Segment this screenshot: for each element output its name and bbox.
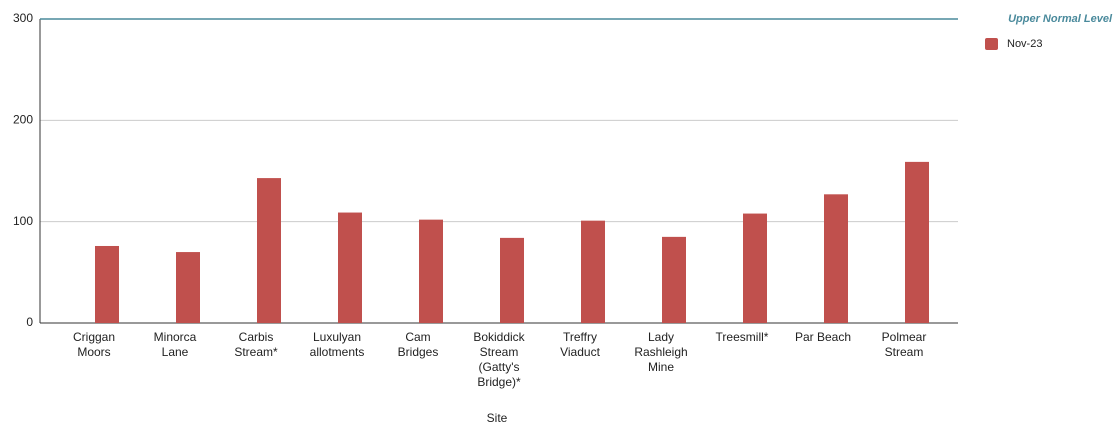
legend-label: Nov-23 (1007, 38, 1042, 50)
y-tick-label: 200 (13, 113, 33, 127)
bar (500, 237, 524, 323)
bar (743, 213, 767, 323)
reference-label: Upper Normal Level (1008, 13, 1113, 25)
bar (581, 220, 605, 323)
x-tick-label: Par Beach (795, 330, 851, 344)
x-axis-title: Site (487, 411, 508, 425)
bar (176, 252, 200, 323)
bar (257, 178, 281, 323)
x-tick-label: Treffry Viaduct (560, 330, 600, 359)
x-tick-label: Criggan Moors (73, 330, 115, 359)
x-tick-label: Lady Rashleigh Mine (634, 330, 687, 374)
y-tick-label: 100 (13, 214, 33, 228)
bar (338, 212, 362, 323)
x-tick-label: Bokiddick Stream (Gatty's Bridge)* (473, 330, 525, 389)
x-tick-label: Luxulyan allotments (310, 330, 365, 359)
x-tick-label: Cam Bridges (398, 330, 439, 359)
bar (419, 219, 443, 323)
x-tick-label: Polmear Stream (882, 330, 927, 359)
y-tick-label: 0 (26, 315, 33, 329)
x-tick-label: Carbis Stream* (234, 330, 278, 359)
legend-swatch (985, 38, 998, 50)
x-tick-label: Treesmill* (716, 330, 769, 344)
bar (662, 236, 686, 323)
bar (95, 245, 119, 323)
bar (905, 161, 929, 323)
bar (824, 194, 848, 323)
x-tick-label: Minorca Lane (154, 330, 197, 359)
y-tick-label: 300 (13, 11, 33, 25)
